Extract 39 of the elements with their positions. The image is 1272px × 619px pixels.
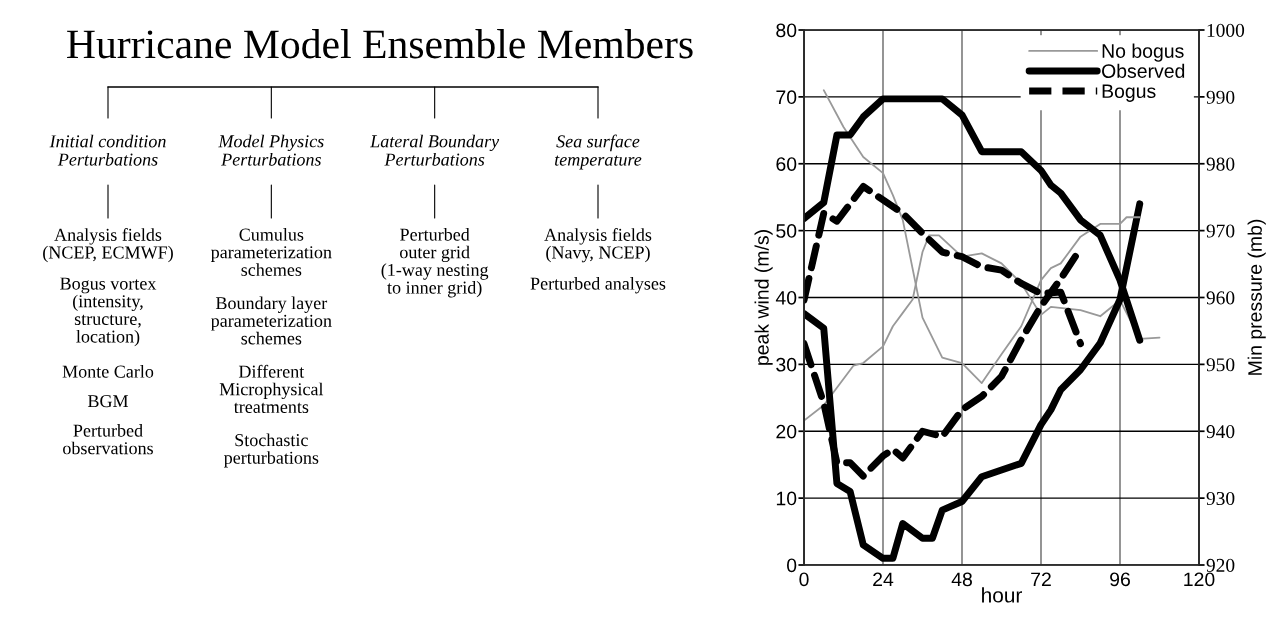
- category-label: Initial condition Perturbations: [49, 134, 166, 166]
- y-tick-label: 0: [787, 558, 797, 573]
- x-tick-label: 24: [873, 572, 894, 587]
- y-tick-label: 80: [776, 23, 797, 38]
- x-tick-label: 96: [1110, 572, 1130, 587]
- x-tick-label: 120: [1184, 572, 1215, 587]
- y2-axis-title: Min pressure (mb): [1247, 219, 1266, 375]
- legend-label: Observed: [1102, 63, 1185, 78]
- category-label: Sea surface temperature: [555, 134, 642, 170]
- y-tick-label: 70: [776, 90, 797, 105]
- y2-tick-label: 920: [1206, 558, 1235, 572]
- y-tick-label: 60: [776, 157, 797, 171]
- x-tick-label: 0: [799, 572, 809, 587]
- text: Analysis fields (NCEP, ECMWF) Bogus vortex (intensity, structure, location) Monte Carlo BGM Perturbed observations: [43, 228, 173, 455]
- y2-tick-label: 960: [1206, 291, 1235, 305]
- y2-tick-label: 1000: [1207, 23, 1245, 37]
- text: Perturbed outer grid (1-way nesting to inner grid): [381, 228, 489, 298]
- text: Cumulus parameterization schemes Boundary layer parameterization schemes Different Microphysical treatments Stochastic perturbations: [210, 228, 332, 468]
- y2-tick-label: 970: [1206, 224, 1235, 238]
- y-axis-title: peak wind (m/s): [754, 230, 773, 365]
- legend-label: Bogus: [1102, 84, 1156, 102]
- legend-label: No bogus: [1102, 43, 1184, 62]
- text: Analysis fields (Navy, NCEP) Perturbed analyses: [530, 228, 666, 294]
- x-tick-label: 48: [951, 572, 972, 587]
- x-axis-title: hour: [982, 587, 1022, 603]
- y2-tick-label: 930: [1206, 491, 1235, 506]
- y-tick-label: 20: [776, 424, 797, 439]
- y-tick-label: 10: [776, 491, 797, 506]
- x-tick-label: 72: [1031, 572, 1051, 587]
- y2-tick-label: 950: [1206, 358, 1235, 372]
- y2-tick-label: 940: [1206, 425, 1235, 439]
- y-tick-label: 50: [776, 224, 797, 238]
- category-label: Model Physics Perturbations: [218, 134, 324, 166]
- y2-tick-label: 990: [1206, 90, 1235, 104]
- y-tick-label: 40: [775, 290, 797, 305]
- category-label: Lateral Boundary Perturbations: [370, 134, 500, 166]
- y2-tick-label: 980: [1206, 157, 1235, 171]
- text: Hurricane Model Ensemble Members: [67, 29, 693, 59]
- y-tick-label: 30: [776, 357, 797, 372]
